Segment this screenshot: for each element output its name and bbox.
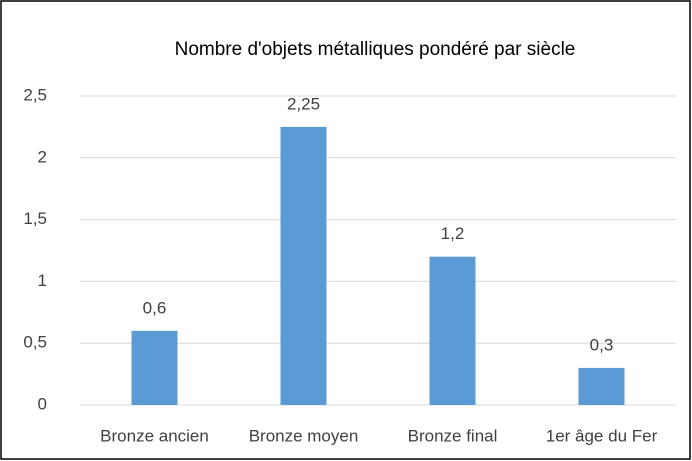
data-label: 0,3 [590,335,614,354]
y-tick-label: 0 [38,394,47,413]
y-tick-label: 2 [38,147,47,166]
data-label: 2,25 [287,94,320,113]
data-label: 0,6 [143,298,167,317]
y-tick-label: 1,5 [23,209,47,228]
x-tick-label: Bronze final [408,426,498,445]
bar [429,256,476,405]
x-tick-label: Bronze moyen [249,426,359,445]
y-tick-label: 2,5 [23,85,47,104]
bar [578,367,625,405]
chart-title: Nombre d'objets métalliques pondéré par … [175,39,576,60]
y-tick-label: 1 [38,271,47,290]
bar [280,126,327,406]
x-tick-label: Bronze ancien [100,426,209,445]
bar [131,330,178,405]
data-label: 1,2 [441,224,465,243]
y-tick-label: 0,5 [23,333,47,352]
x-tick-label: 1er âge du Fer [546,426,658,445]
